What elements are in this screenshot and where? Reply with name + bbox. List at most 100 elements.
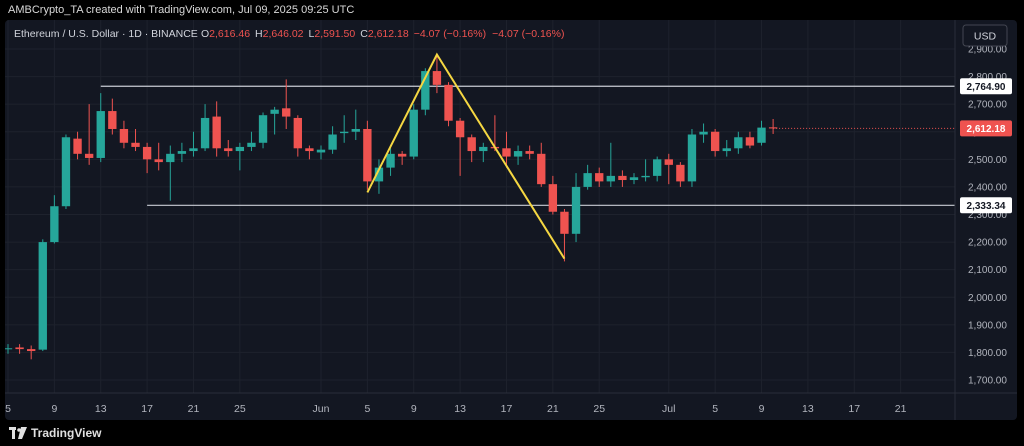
tradingview-logo[interactable]: TradingView bbox=[9, 426, 101, 440]
time-tick-label: 9 bbox=[51, 403, 57, 415]
price-tick-label: 2,500.00 bbox=[968, 155, 1007, 166]
time-tick-label: 17 bbox=[848, 403, 860, 415]
legend-high-value: 2,646.02 bbox=[263, 28, 304, 40]
legend-ohlc: O2,616.46 H2,646.02 L2,591.50 C2,612.18 −4.0… bbox=[201, 28, 564, 40]
candle-body bbox=[397, 153, 407, 157]
candle-body bbox=[641, 175, 650, 178]
price-tick-label: 2,700.00 bbox=[968, 100, 1007, 111]
candlestick-chart[interactable]: 2,900.002,800.002,700.002,600.002,500.00… bbox=[5, 20, 1017, 420]
legend-high-label: H bbox=[255, 28, 263, 40]
tradingview-logo-icon bbox=[9, 427, 27, 439]
candle-body bbox=[664, 159, 673, 165]
price-tick-label: 2,200.00 bbox=[968, 238, 1007, 249]
price-tick-label: 1,800.00 bbox=[968, 348, 1007, 359]
candle-body bbox=[710, 131, 720, 152]
candle-body bbox=[258, 115, 268, 143]
pattern-overlay bbox=[366, 52, 566, 260]
candle-body bbox=[722, 148, 731, 152]
candle-body bbox=[653, 159, 662, 176]
price-labels: 2,764.90 2,333.34 2,612.18 bbox=[773, 78, 1012, 214]
time-tick-label: 5 bbox=[364, 403, 370, 415]
candle-body bbox=[768, 127, 778, 129]
legend-open-label: O bbox=[201, 28, 209, 40]
candle-body bbox=[108, 111, 117, 129]
candle-body bbox=[676, 164, 685, 182]
top-bar: AMBCrypto_TA created with TradingView.co… bbox=[0, 0, 1024, 20]
candle-body bbox=[548, 184, 558, 212]
currency-label: USD bbox=[974, 31, 997, 43]
candle-body bbox=[745, 137, 755, 146]
candle-body bbox=[131, 142, 140, 147]
candles bbox=[5, 54, 778, 360]
legend-change: −4.07 (−0.16%) bbox=[414, 28, 486, 40]
candle-body bbox=[455, 120, 465, 138]
candle-body bbox=[189, 148, 198, 152]
candle-body bbox=[502, 148, 511, 157]
candle-body bbox=[328, 134, 337, 150]
candle-body bbox=[212, 116, 221, 149]
candle-body bbox=[38, 242, 47, 350]
candle-body bbox=[27, 349, 36, 352]
time-tick-label: 9 bbox=[759, 403, 765, 415]
price-tick-label: 2,000.00 bbox=[968, 293, 1007, 304]
time-tick-label: Jun bbox=[313, 403, 330, 415]
candle-body bbox=[293, 117, 302, 149]
legend-change-secondary: −4.07 (−0.16%) bbox=[492, 28, 564, 40]
price-tick-label: 1,900.00 bbox=[968, 320, 1007, 331]
candle-body bbox=[618, 175, 627, 181]
candle-body bbox=[15, 347, 24, 350]
candle-body bbox=[247, 142, 256, 147]
candle-body bbox=[432, 71, 442, 85]
legend-open-value: 2,616.46 bbox=[209, 28, 250, 40]
candle-body bbox=[525, 151, 534, 154]
time-tick-label: 5 bbox=[712, 403, 718, 415]
price-axis[interactable]: 2,900.002,800.002,700.002,600.002,500.00… bbox=[968, 45, 1007, 387]
candle-body bbox=[50, 206, 59, 243]
time-tick-label: 13 bbox=[95, 403, 107, 415]
candle-body bbox=[606, 175, 615, 182]
candle-body bbox=[734, 137, 743, 149]
price-tick-label: 2,400.00 bbox=[968, 182, 1007, 193]
legend-low-value: 2,591.50 bbox=[314, 28, 355, 40]
time-tick-label: 13 bbox=[802, 403, 814, 415]
candle-body bbox=[571, 186, 581, 234]
time-tick-label: Jul bbox=[662, 403, 675, 415]
candle-body bbox=[200, 117, 210, 149]
candle-body bbox=[537, 153, 546, 185]
time-tick-label: 5 bbox=[5, 403, 11, 415]
level-price-tag bbox=[960, 78, 1012, 95]
candle-body bbox=[409, 109, 418, 157]
candle-body bbox=[305, 148, 314, 152]
candle-body bbox=[154, 159, 163, 163]
chart-panel[interactable]: 2,900.002,800.002,700.002,600.002,500.00… bbox=[5, 20, 1017, 420]
candle-body bbox=[166, 153, 175, 163]
price-tick-label: 2,300.00 bbox=[968, 210, 1007, 221]
candle-body bbox=[583, 173, 592, 187]
time-tick-label: 21 bbox=[895, 403, 907, 415]
time-tick-label: 25 bbox=[234, 403, 246, 415]
candle-body bbox=[757, 127, 766, 143]
candle-body bbox=[374, 167, 384, 182]
last-price-tag bbox=[960, 120, 1012, 137]
last-price-tag-text: 2,612.18 bbox=[967, 124, 1006, 135]
candle-body bbox=[513, 151, 523, 157]
candle-body bbox=[386, 153, 395, 168]
candle-body bbox=[84, 153, 94, 158]
author-credit: AMBCrypto_TA created with TradingView.co… bbox=[8, 4, 355, 16]
time-tick-label: 17 bbox=[501, 403, 513, 415]
currency-button-box[interactable] bbox=[962, 24, 1008, 47]
candle-body bbox=[61, 137, 71, 207]
price-tick-label: 1,700.00 bbox=[968, 376, 1007, 387]
candle-body bbox=[224, 148, 233, 152]
candle-body bbox=[270, 109, 279, 114]
footer-bar: TradingView bbox=[0, 420, 1024, 446]
legend-symbol: Ethereum / U.S. Dollar · 1D · BINANCE bbox=[14, 28, 198, 40]
currency-button[interactable]: USD bbox=[962, 24, 1008, 47]
price-tick-label: 2,900.00 bbox=[968, 45, 1007, 56]
candle-body bbox=[119, 128, 129, 143]
candle-body bbox=[560, 211, 569, 234]
time-axis[interactable]: 5 9 13 17 21 25 Jun 5 9 13 17 21 25 Jul 5 9 13 17 21 bbox=[5, 403, 907, 415]
candle-body bbox=[363, 128, 372, 182]
candle-body bbox=[235, 146, 245, 152]
